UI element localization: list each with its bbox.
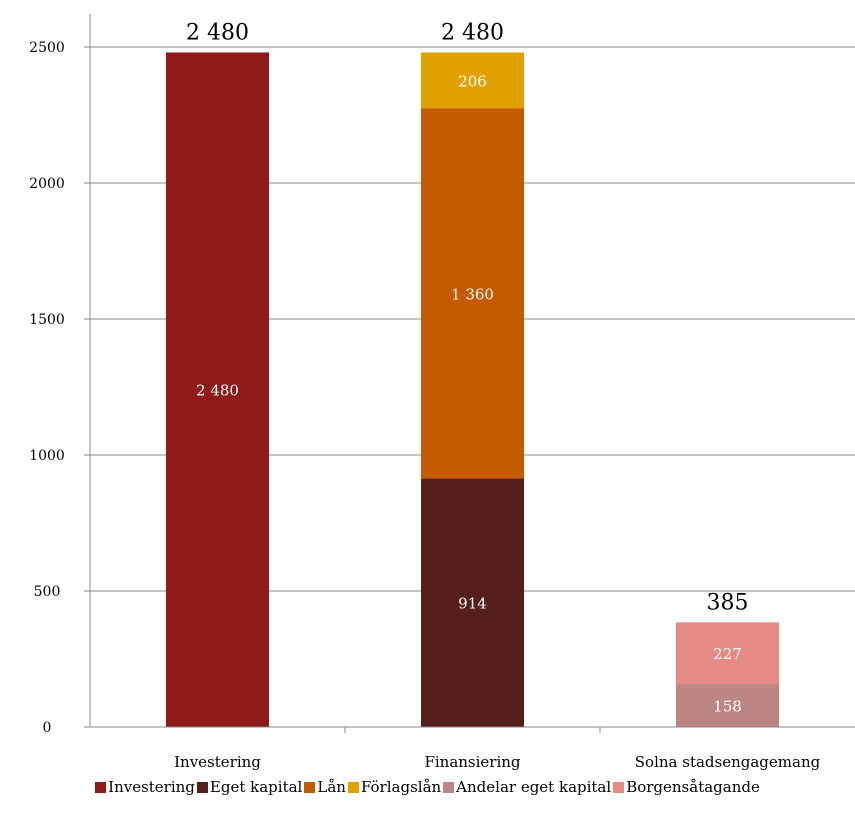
- legend-swatch: [443, 782, 455, 793]
- bar-segment: [421, 52, 524, 109]
- bar-segment: [166, 52, 269, 727]
- y-tick-label: 1000: [29, 448, 65, 464]
- legend-item: Lån: [304, 778, 346, 796]
- bar-segment: [421, 478, 524, 727]
- bar-total-label: 385: [707, 590, 749, 615]
- legend-label: Andelar eget kapital: [456, 778, 612, 796]
- bar-segment-label: 158: [713, 698, 742, 716]
- y-tick-label: 0: [43, 720, 52, 736]
- legend-label: Förlagslån: [360, 778, 442, 796]
- legend-label: Lån: [317, 778, 346, 796]
- x-category-label: Investering: [174, 753, 261, 770]
- y-tick-label: 2500: [29, 40, 65, 56]
- legend-swatch: [304, 782, 316, 793]
- y-tick-label: 2000: [29, 176, 65, 192]
- bars: [166, 52, 779, 727]
- legend-swatch: [347, 782, 359, 793]
- bar-segment-label: 227: [713, 645, 742, 663]
- bar-total-label: 2 480: [441, 20, 504, 45]
- legend-swatch: [95, 782, 107, 793]
- labels: 0 500 1000 1500 2000 2500 2 480 2 480 Investerin…: [29, 20, 820, 770]
- legend-item: Eget kapital: [196, 778, 303, 796]
- legend-label: Investering: [108, 778, 195, 796]
- legend-swatch: [196, 782, 208, 793]
- bar-segment: [421, 108, 524, 479]
- legend-swatch: [613, 782, 625, 793]
- bar-segment: [676, 622, 779, 685]
- legend-label: Borgensåtagande: [626, 778, 760, 796]
- legend-item: Andelar eget kapital: [443, 778, 611, 796]
- legend-label: Eget kapital: [209, 778, 303, 796]
- legend-item: Investering: [95, 778, 195, 796]
- bar-segment-label: 2 480: [196, 382, 239, 400]
- bar-segment-label: 914: [458, 595, 487, 613]
- x-category-label: Finansiering: [424, 753, 520, 770]
- bar-total-label: 2 480: [186, 20, 249, 45]
- y-tick-label: 500: [34, 584, 61, 600]
- axes: [84, 14, 855, 733]
- legend-item: Förlagslån: [347, 778, 442, 796]
- legend-item: Borgensåtagande: [613, 778, 760, 796]
- bar-chart: 0 500 1000 1500 2000 2500 2 480 2 480 Investerin…: [29, 14, 855, 770]
- y-tick-label: 1500: [29, 312, 65, 328]
- bar-segment-label: 206: [458, 72, 487, 90]
- bar-segment-label: 1 360: [451, 285, 494, 303]
- legend: Investering Eget kapital Lån Förlagslån Ande…: [0, 778, 855, 796]
- x-category-label: Solna stadsengagemang: [635, 753, 821, 770]
- bar-segment: [676, 684, 779, 727]
